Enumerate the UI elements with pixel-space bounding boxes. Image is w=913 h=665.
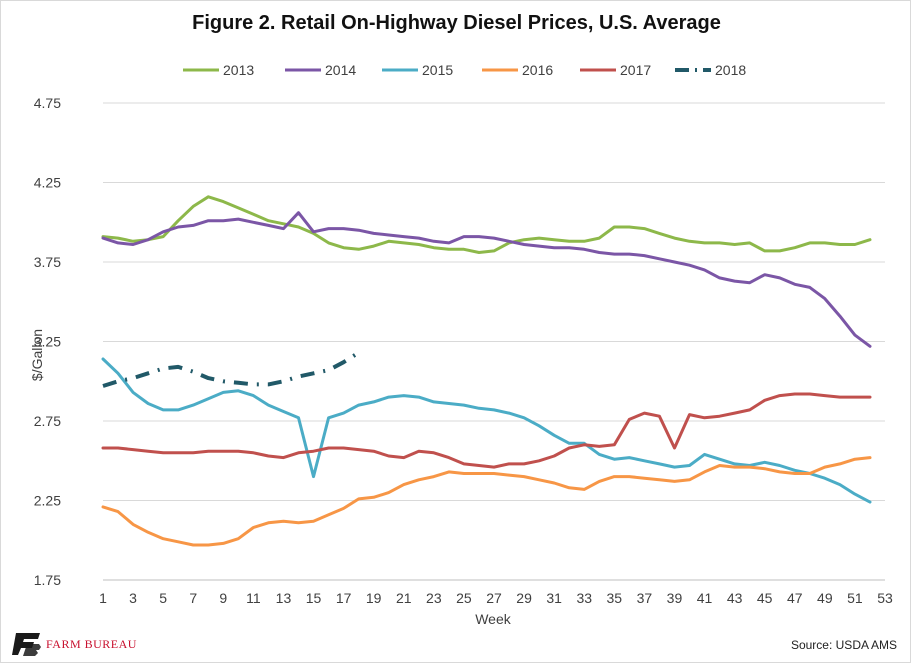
legend-item-2014: 2014 (285, 62, 356, 78)
logo-text: FARM BUREAU (46, 636, 137, 651)
x-tick-label: 43 (727, 590, 743, 606)
y-tick-label: 4.25 (34, 175, 61, 191)
x-tick-label: 21 (396, 590, 412, 606)
legend: 2013 2014 2015 2016 2017 2018 (183, 62, 746, 78)
series-line-2017 (101, 392, 872, 469)
farm-bureau-logo: FARM BUREAU (12, 631, 137, 657)
x-tick-label: 47 (787, 590, 803, 606)
source-note: Source: USDA AMS (790, 638, 897, 652)
x-tick-label: 1 (99, 590, 107, 606)
x-axis-title: Week (475, 611, 512, 627)
x-tick-label: 9 (219, 590, 227, 606)
x-tick-label: 17 (336, 590, 352, 606)
legend-label: 2015 (422, 62, 453, 78)
x-tick-label: 11 (246, 590, 261, 606)
x-tick-label: 15 (306, 590, 322, 606)
x-tick-label: 3 (129, 590, 137, 606)
x-tick-label: 37 (637, 590, 653, 606)
series-line-2013 (101, 195, 872, 254)
x-tick-label: 13 (276, 590, 292, 606)
x-tick-label: 7 (189, 590, 197, 606)
y-tick-label: 2.25 (34, 493, 61, 509)
y-tick-label: 3.75 (34, 254, 61, 270)
x-tick-label: 5 (159, 590, 167, 606)
legend-label: 2013 (223, 62, 254, 78)
y-tick-label: 2.75 (34, 413, 61, 429)
series-line-2018 (102, 350, 360, 388)
x-tick-label: 49 (817, 590, 833, 606)
x-tick-label: 41 (697, 590, 713, 606)
x-tick-label: 25 (456, 590, 472, 606)
series-line-2015 (101, 357, 872, 504)
x-tick-label: 35 (607, 590, 623, 606)
legend-label: 2016 (522, 62, 553, 78)
legend-label: 2014 (325, 62, 356, 78)
x-tick-label: 53 (877, 590, 893, 606)
y-tick-label: 3.25 (34, 334, 61, 350)
y-tick-label: 1.75 (34, 572, 61, 588)
x-tick-label: 23 (426, 590, 442, 606)
legend-item-2016: 2016 (482, 62, 553, 78)
legend-item-2015: 2015 (382, 62, 453, 78)
x-tick-label: 39 (667, 590, 683, 606)
x-tick-label: 27 (486, 590, 502, 606)
legend-label: 2017 (620, 62, 651, 78)
chart-title: Figure 2. Retail On-Highway Diesel Price… (192, 12, 721, 34)
x-tick-label: 51 (847, 590, 863, 606)
legend-label: 2018 (715, 62, 746, 78)
x-tick-label: 31 (546, 590, 562, 606)
axes: 1.752.252.753.253.754.254.751 3 5 7 9 11 13 15 1… (34, 95, 893, 606)
farm-bureau-logo-icon (12, 633, 41, 656)
legend-item-2013: 2013 (183, 62, 254, 78)
series-line-2016 (101, 456, 872, 547)
legend-item-2018: 2018 (675, 62, 746, 78)
x-tick-label: 45 (757, 590, 773, 606)
x-tick-label: 33 (576, 590, 592, 606)
gridlines (103, 102, 885, 501)
x-tick-label: 29 (516, 590, 532, 606)
x-tick-label: 19 (366, 590, 382, 606)
series-lines (101, 195, 872, 547)
y-axis-title: $/Gallon (29, 329, 45, 381)
legend-item-2017: 2017 (580, 62, 651, 78)
series-line-2014 (101, 211, 872, 348)
y-tick-label: 4.75 (34, 95, 61, 111)
